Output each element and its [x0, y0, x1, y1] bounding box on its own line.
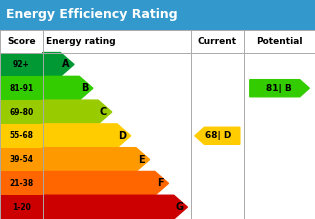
- Bar: [0, 195, 43, 219]
- Text: A: A: [62, 59, 70, 69]
- Text: E: E: [138, 155, 145, 164]
- Bar: [0, 76, 43, 100]
- Text: F: F: [157, 178, 163, 188]
- Polygon shape: [250, 80, 309, 97]
- Text: B: B: [81, 83, 89, 93]
- Text: Energy Efficiency Rating: Energy Efficiency Rating: [6, 8, 178, 21]
- Text: 92+: 92+: [13, 60, 30, 69]
- Text: D: D: [118, 131, 127, 141]
- Text: Current: Current: [198, 37, 237, 46]
- Bar: [0, 124, 43, 148]
- Text: 21-38: 21-38: [9, 179, 33, 188]
- Bar: [0, 0, 315, 30]
- Bar: [0, 30, 315, 219]
- Text: 68| D: 68| D: [205, 131, 232, 140]
- Bar: [0, 100, 43, 124]
- Text: 1-20: 1-20: [12, 203, 31, 212]
- Text: 81| B: 81| B: [266, 84, 291, 93]
- Bar: [0, 148, 43, 171]
- Bar: [0, 171, 43, 195]
- Text: Potential: Potential: [256, 37, 303, 46]
- Text: 39-54: 39-54: [9, 155, 33, 164]
- Text: Energy rating: Energy rating: [46, 37, 115, 46]
- Polygon shape: [43, 124, 131, 148]
- Polygon shape: [195, 127, 240, 144]
- Polygon shape: [43, 195, 187, 219]
- Bar: [0, 30, 315, 219]
- Text: G: G: [175, 202, 183, 212]
- Bar: [0, 53, 43, 76]
- Text: Score: Score: [7, 37, 36, 46]
- Polygon shape: [43, 100, 112, 124]
- Text: C: C: [100, 107, 107, 117]
- Polygon shape: [43, 76, 93, 100]
- Polygon shape: [43, 148, 150, 171]
- Text: 69-80: 69-80: [9, 108, 33, 117]
- Text: 81-91: 81-91: [9, 84, 33, 93]
- Polygon shape: [43, 171, 169, 195]
- Polygon shape: [43, 53, 74, 76]
- Text: 55-68: 55-68: [9, 131, 33, 140]
